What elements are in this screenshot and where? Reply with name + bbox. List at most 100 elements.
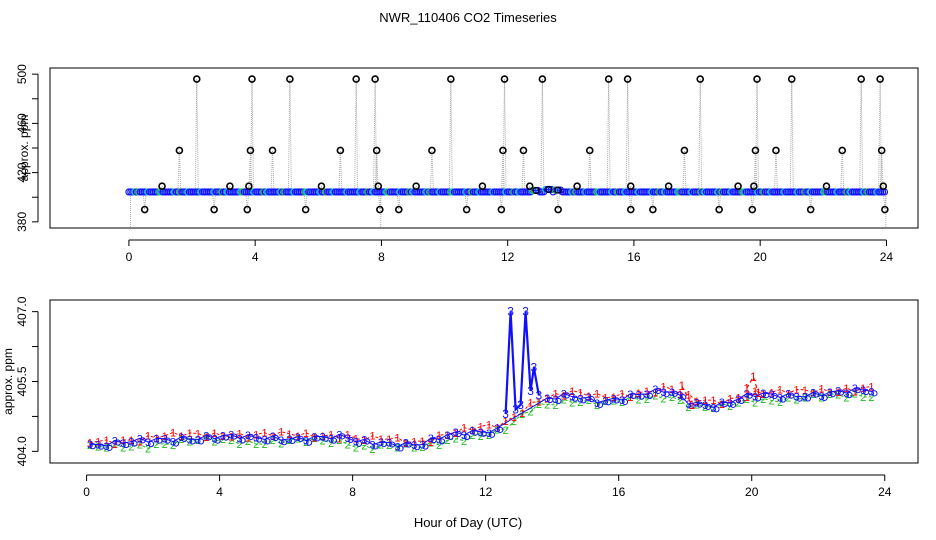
series-3-point [721,401,728,408]
top-plot-area [125,75,889,228]
series-3-point [638,393,645,400]
series-3-point [646,392,654,399]
spike-line [587,150,592,192]
series-3-point [330,437,338,444]
series-3-point [272,434,279,442]
series-2-label: 2 [527,407,533,419]
series-3-label: 3 [802,391,808,403]
series-3-label: 3 [669,387,675,399]
spike-point [394,205,403,214]
series-1-label: 1 [187,428,193,440]
spike-point [879,182,888,190]
spike-line [540,79,545,192]
series-2-label: 2 [735,397,741,409]
series-1-label: 1 [777,384,783,396]
series-3-label: 3 [394,441,400,453]
series-3-label: 3 [245,430,251,442]
x-tick-label: 4 [216,485,223,499]
spike-point [748,205,757,214]
series-1-label: 1 [378,434,384,446]
series-2-label: 2 [503,425,509,437]
series-3-point [555,397,562,405]
spike-point [192,75,201,83]
series-2-label: 2 [852,389,858,401]
series-3-point [580,397,587,404]
series-1-label: 1 [661,381,667,393]
spike-point [519,146,528,155]
series-2-label: 2 [644,394,650,406]
spike-point [806,205,815,214]
series-2-label: 2 [270,435,276,447]
series-1-label: 1 [843,383,849,395]
series-3-label: 3 [627,389,633,401]
x-tick-label: 12 [501,250,515,264]
series-2-label: 2 [320,435,326,447]
series-2-label: 2 [187,436,193,448]
series-3-label: 3 [702,400,708,412]
series-3-label: 3 [428,433,434,445]
series-3-point [813,391,820,398]
series-2-label: 2 [378,440,384,452]
x-tick-label: 16 [627,250,641,264]
series-1-label: 1 [710,395,716,407]
series-1-label: 1 [245,432,251,444]
x-tick-label: 20 [745,485,759,499]
series-1-label: 1 [386,434,392,446]
series-2-label: 2 [361,440,367,452]
series-1-label: 1 [577,387,583,399]
series-1-label: 1 [237,428,243,440]
series-2-label: 2 [220,434,226,446]
series-3-point [871,390,878,397]
series-3-point [547,396,554,404]
series-3-label: 3 [561,388,567,400]
spike-point [696,75,705,83]
series-1-label: 1 [602,393,608,405]
series-3-point [422,443,429,450]
series-1-label: 1 [569,386,575,398]
series-3-label: 3 [295,432,301,444]
spike-point [857,75,865,83]
series-3-point [763,392,770,399]
series-3-point [281,439,288,446]
series-3-point [738,397,745,404]
series-1-label: 1 [444,430,450,442]
series-3-point [405,441,412,448]
plot-frame [49,67,919,229]
series-3-point [480,430,487,437]
series-3-label: 3 [735,394,741,406]
series-3-point [729,401,737,408]
spike-point [371,75,379,83]
series-3-label: 3 [685,399,691,411]
series-3-label: 3 [278,435,284,447]
series-2-label: 2 [627,392,633,404]
series-2-label: 2 [769,395,775,407]
series-1-label: 1 [810,388,816,400]
series-3-point [588,396,595,403]
series-1-label: 1 [320,431,326,443]
series-3-point [131,440,138,447]
series-3-label: 3 [569,392,575,404]
blip-point [545,185,553,194]
series-2-label: 2 [178,434,184,446]
spike-label: 3 [512,402,519,416]
series-3-point [189,438,196,445]
series-3-point [572,395,579,402]
spike-label: 3 [536,388,543,402]
series-1-label: 1 [120,435,126,447]
series-3-label: 3 [661,387,667,399]
series-3-label: 3 [677,390,683,402]
series-3-point [256,436,263,443]
spike-point [787,75,796,83]
series-3-point [705,403,712,410]
series-3-label: 3 [403,438,409,450]
series-1-label: 1 [486,419,492,431]
series-2-label: 2 [278,438,284,450]
spike-line [270,150,275,192]
series-1-label: 1 [87,438,93,450]
series-1-label: 1 [370,431,376,443]
series-3-label: 3 [760,388,766,400]
spike-point [210,205,218,214]
spike-line [878,79,883,192]
spike-point [376,205,384,214]
